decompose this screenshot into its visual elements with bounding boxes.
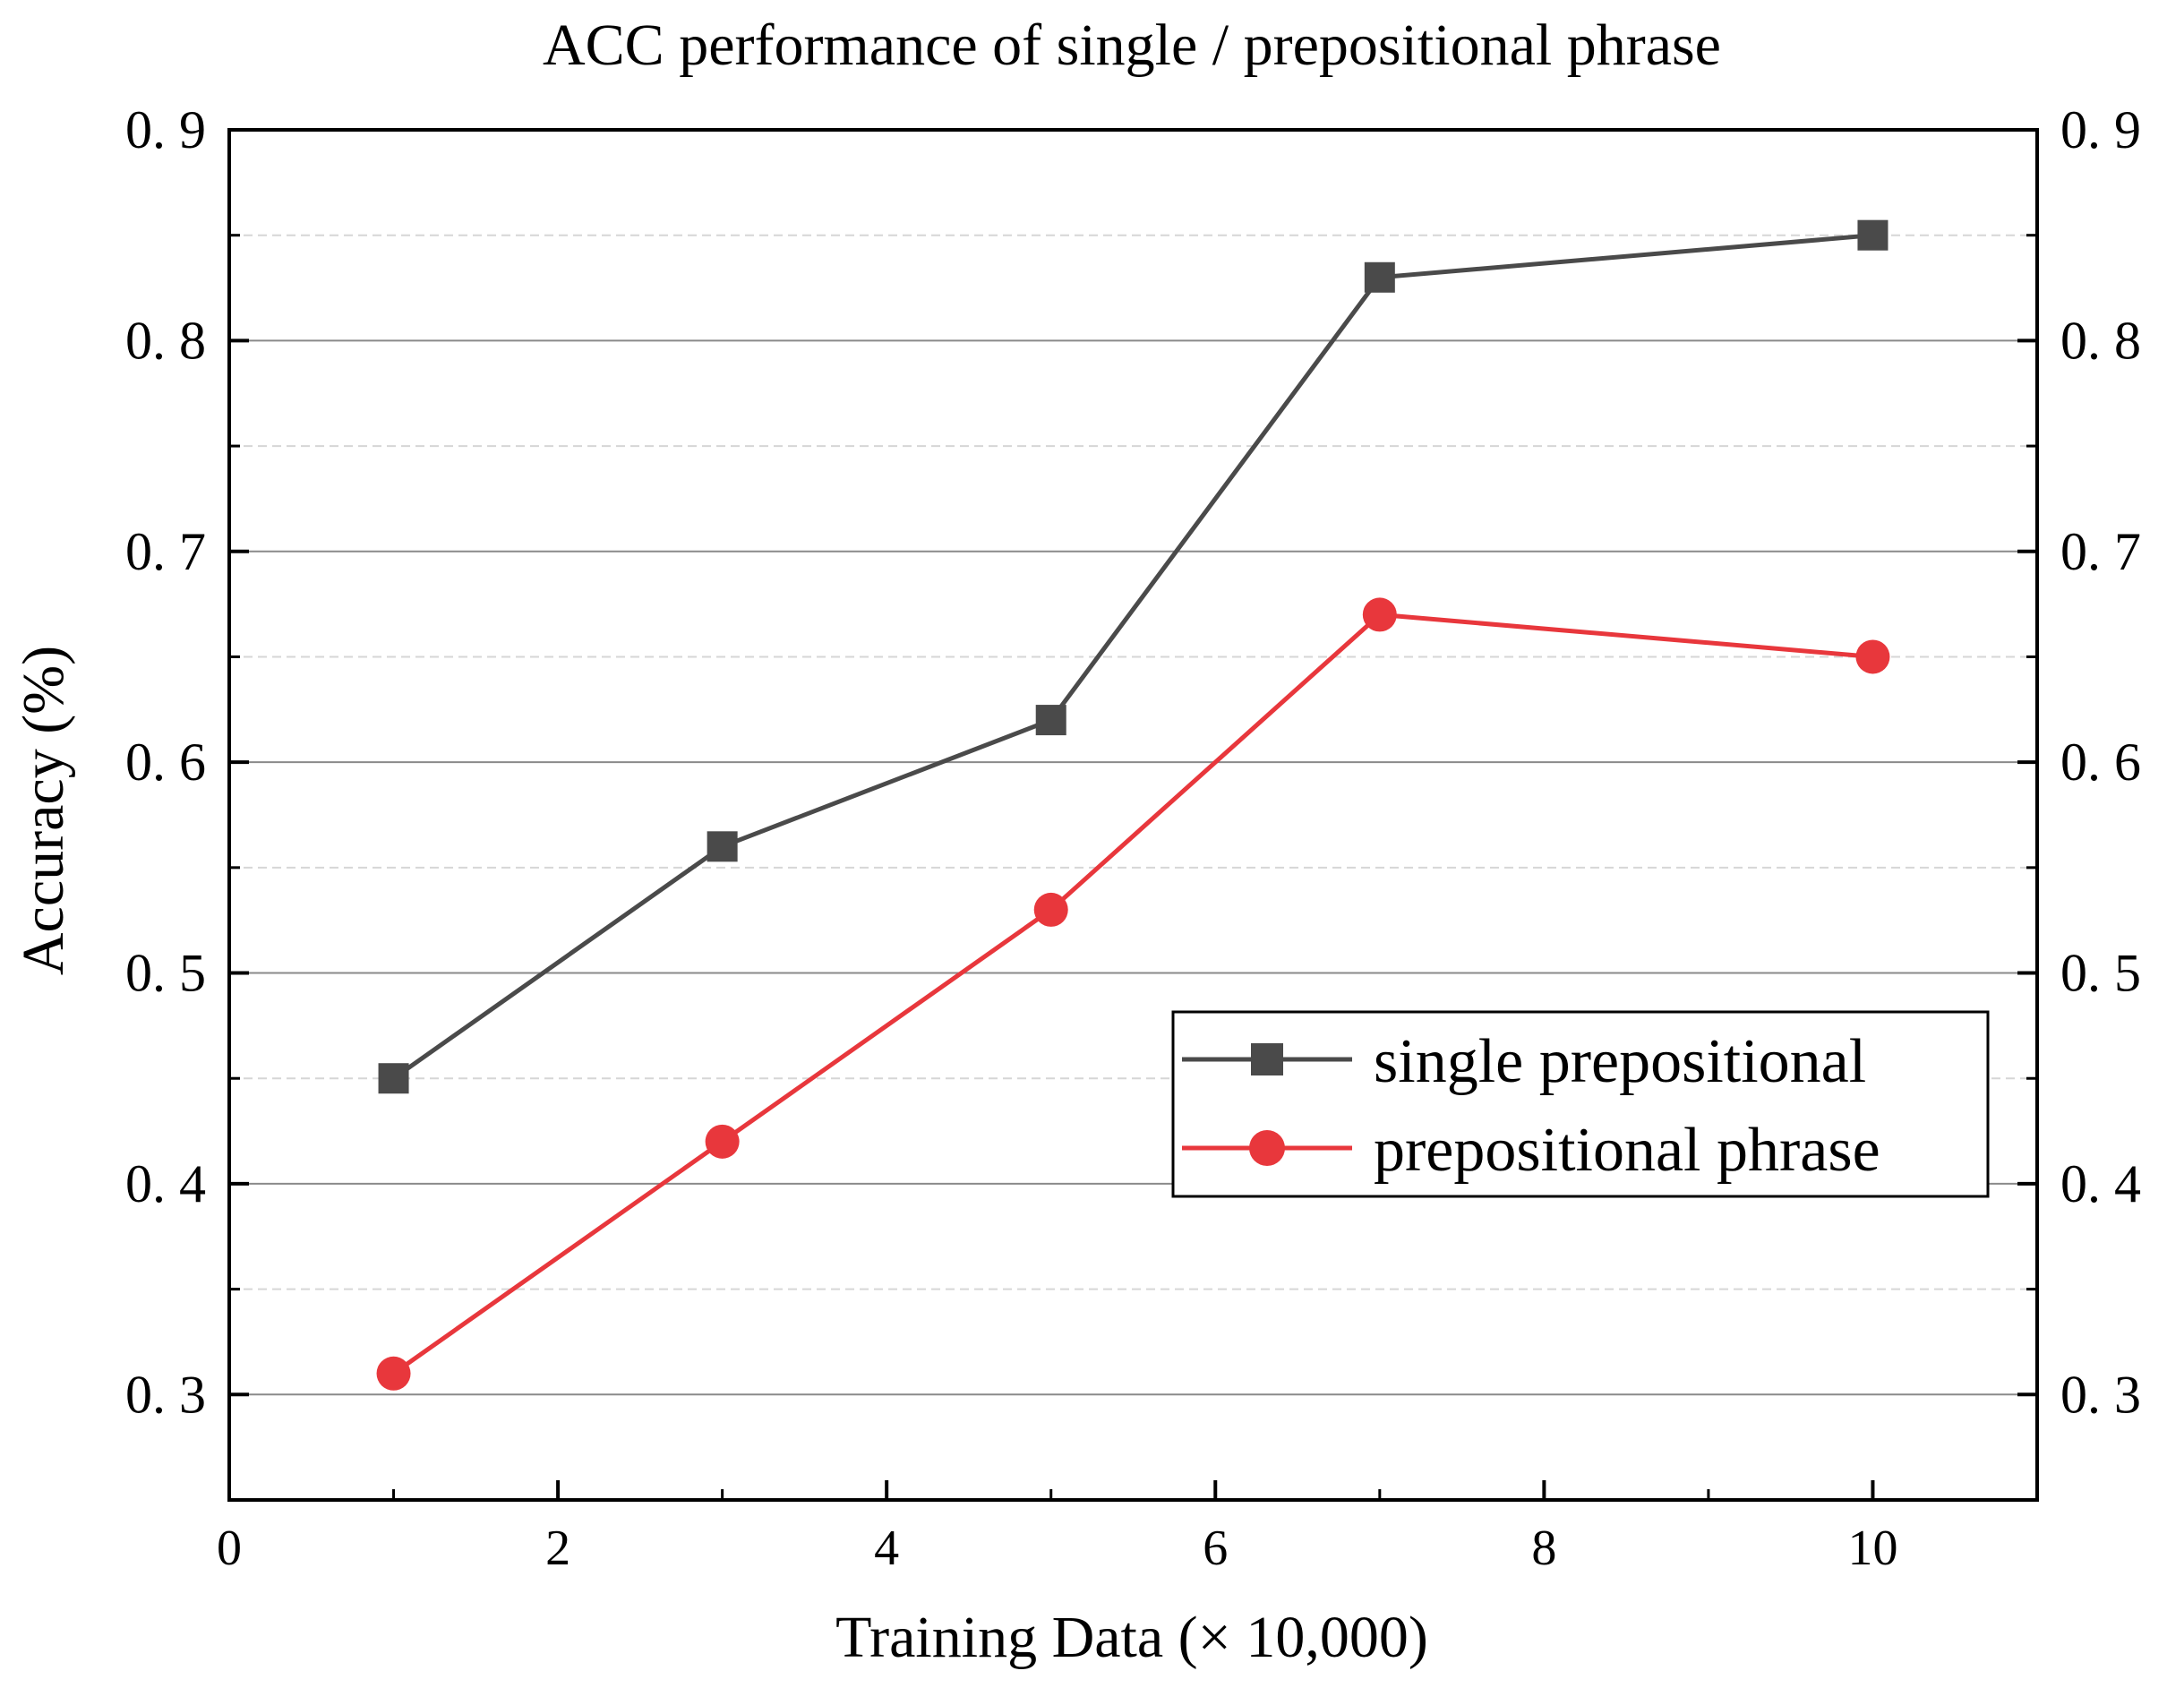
- legend-marker-single-prepositional: [1251, 1043, 1283, 1075]
- data-point-prepositional-phrase: [376, 1356, 411, 1391]
- y-tick-label: 0. 8: [125, 311, 206, 370]
- y-tick-label: 0. 9: [125, 100, 206, 159]
- data-point-single-prepositional: [1857, 219, 1889, 251]
- right-y-tick-label: 0. 8: [2060, 311, 2141, 370]
- right-y-axis-tick-labels: 0. 3 0. 4 0. 5 0. 6 0. 7 0. 8 0. 9: [2060, 100, 2141, 1424]
- x-tick-label: 4: [874, 1521, 899, 1576]
- y-tick-label: 0. 7: [125, 522, 206, 581]
- right-y-tick-label: 0. 7: [2060, 522, 2141, 581]
- legend: single prepositional prepositional phras…: [1171, 1010, 1990, 1198]
- series-layer: [376, 219, 1890, 1391]
- x-tick-label: 10: [1847, 1521, 1897, 1576]
- right-y-tick-label: 0. 3: [2060, 1365, 2141, 1424]
- y-tick-label: 0. 6: [125, 733, 206, 792]
- plot-area-frame: [227, 128, 2039, 1502]
- grid-lines: [229, 129, 2037, 1396]
- y-axis-label: Accuracy (%): [11, 646, 76, 975]
- x-axis-tick-labels: 0 2 4 6 8 10: [217, 1521, 1897, 1576]
- data-point-single-prepositional: [707, 831, 738, 862]
- data-point-single-prepositional: [378, 1063, 409, 1094]
- data-point-single-prepositional: [1364, 261, 1395, 293]
- legend-label-single-prepositional: single prepositional: [1374, 1027, 1866, 1096]
- data-point-prepositional-phrase: [1362, 597, 1397, 632]
- y-tick-label: 0. 4: [125, 1154, 206, 1213]
- data-point-prepositional-phrase: [1855, 639, 1890, 674]
- y-axis-tick-labels: 0. 3 0. 4 0. 5 0. 6 0. 7 0. 8 0. 9: [125, 100, 206, 1424]
- x-axis-label: Training Data (× 10,000): [835, 1605, 1428, 1670]
- legend-marker-prepositional-phrase: [1249, 1130, 1285, 1166]
- right-y-tick-label: 0. 6: [2060, 733, 2141, 792]
- series-line-prepositional-phrase: [392, 612, 1873, 1375]
- y-tick-label: 0. 5: [125, 944, 206, 1003]
- legend-box: [1171, 1010, 1990, 1198]
- x-tick-label: 6: [1203, 1521, 1228, 1576]
- right-y-tick-label: 0. 9: [2060, 100, 2141, 159]
- data-point-prepositional-phrase: [1033, 892, 1068, 927]
- chart-title: ACC performance of single / prepositiona…: [543, 13, 1721, 78]
- data-point-single-prepositional: [1035, 705, 1066, 736]
- y-tick-label: 0. 3: [125, 1365, 206, 1424]
- x-tick-label: 2: [545, 1521, 570, 1576]
- right-y-tick-label: 0. 5: [2060, 944, 2141, 1003]
- right-y-tick-label: 0. 4: [2060, 1154, 2141, 1213]
- x-tick-label: 8: [1531, 1521, 1556, 1576]
- legend-label-prepositional-phrase: prepositional phrase: [1374, 1116, 1880, 1185]
- axis-ticks: [227, 128, 2037, 1500]
- data-point-prepositional-phrase: [705, 1124, 740, 1159]
- x-tick-label: 0: [217, 1521, 242, 1576]
